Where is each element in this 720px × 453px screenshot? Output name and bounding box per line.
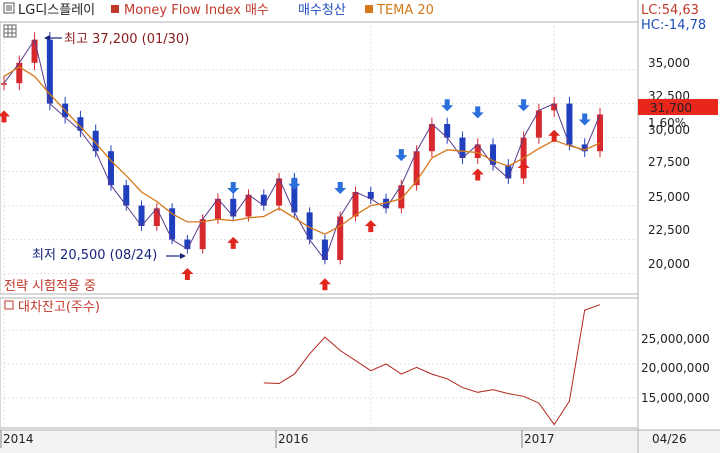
volume-tick: 20,000,000 [641,361,710,375]
sell-signal-arrow [395,149,408,162]
price-candle [566,96,573,151]
low-annotation: 최저 20,500 (08/24) [32,248,186,263]
stock-name: LG디스플레이 [18,3,95,18]
volume-series [263,304,601,426]
sell-signal-arrow [334,182,347,195]
buy-signal-arrow [0,110,10,123]
menu-icon[interactable] [3,2,15,14]
volume-y-axis: 25,000,000 20,000,000 15,000,000 [641,332,710,405]
x-axis: 2014 2016 2017 04/26 [0,430,687,448]
price-candle [46,32,53,111]
change-pct: 1.60% [648,116,686,130]
high-annotation: 최고 37,200 (01/30) [44,32,189,47]
buy-signal-arrow [364,220,377,233]
price-tick: 30,000 [648,123,690,137]
sell-signal-arrow [441,99,454,112]
hc-readout: HC:-14,78 [641,18,706,33]
lc-readout: LC:54,63 [641,3,699,18]
sell-signal-arrow [227,182,240,195]
current-price: 31,700 [650,101,692,115]
sell-signal-arrow [471,106,484,119]
low-annotation-text: 최저 20,500 (08/24) [32,248,157,263]
volume-title-text: 대차잔고(주수) [18,300,100,315]
volume-panel [0,297,639,429]
tema-series [3,66,601,235]
price-candle [184,235,191,254]
price-panel [0,21,639,295]
volume-tick: 25,000,000 [641,332,710,346]
price-candle [77,110,84,138]
x-date-label: 04/26 [652,432,687,446]
price-candle [107,145,114,191]
current-price-box: 31,700 1.60% [638,99,718,130]
x-label-2017: 2017 [524,432,555,446]
x-axis-bar [0,430,720,453]
grid-toggle-icon[interactable] [3,24,17,38]
price-candle [16,55,23,91]
price-tick: 20,000 [648,257,690,271]
price-candle [413,145,420,191]
volume-tick: 15,000,000 [641,391,710,405]
price-candle [444,117,451,144]
indicator1-swatch [111,5,119,13]
indicator3-swatch [365,5,373,13]
volume-line [263,304,601,426]
buy-signal-arrow [181,267,194,280]
price-candle [597,108,603,158]
price-candle [367,186,374,205]
x-label-2014: 2014 [3,432,34,446]
strategy-note: 전략 시험적용 중 [4,279,96,294]
price-candle [169,203,176,245]
sell-signal-arrow [517,99,530,112]
price-candle [199,214,206,254]
price-candle [581,138,588,158]
buy-signal-arrow [227,236,240,249]
high-annotation-text: 최고 37,200 (01/30) [64,32,189,47]
price-candle [31,32,38,71]
sell-signal-arrow [578,113,591,126]
buy-signal-arrow [517,162,530,174]
price-tick: 22,500 [648,223,690,237]
price-candle [474,138,481,164]
sell-signal-arrow [288,177,301,190]
price-candle [260,189,267,211]
indicator2-label: 매수청산 [298,3,346,18]
volume-title: 대차잔고(주수) [4,300,100,315]
price-line [3,38,601,262]
price-candle [337,211,344,265]
price-candle [551,96,558,117]
price-y-axis: 35,000 32,500 30,000 27,500 25,000 22,50… [648,56,690,271]
buy-signal-arrow [471,168,484,181]
chart-header: LG디스플레이 Money Flow Index 매수 매수청산 TEMA 20… [3,2,706,33]
price-tick: 27,500 [648,155,690,169]
price-candle [505,159,512,184]
price-candle [306,207,313,245]
buy-signal-arrow [548,129,561,142]
indicator1-label: Money Flow Index 매수 [124,3,269,18]
signal-markers [0,99,591,291]
indicator3-label: TEMA 20 [376,3,434,18]
x-label-2016: 2016 [278,432,309,446]
price-tick: 25,000 [648,190,690,204]
buy-signal-arrow [318,278,331,291]
tema-line [3,66,601,235]
price-tick: 35,000 [648,56,690,70]
